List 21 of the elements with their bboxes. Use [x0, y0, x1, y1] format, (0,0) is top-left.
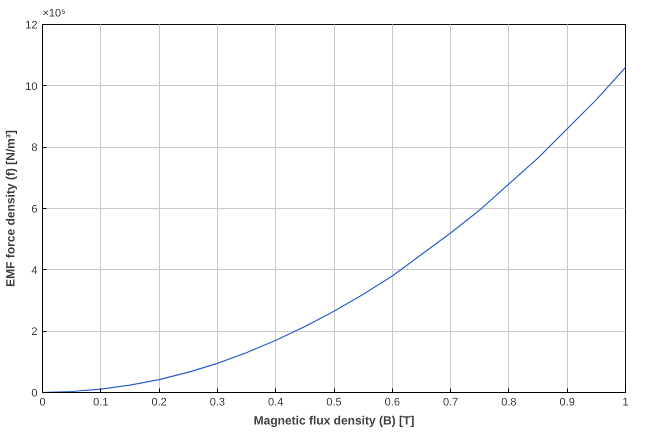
x-axis-title: Magnetic flux density (B) [T]	[254, 414, 414, 428]
x-tick-label: 0	[39, 396, 46, 408]
x-tick-label: 0.5	[326, 396, 342, 408]
text: ×10⁵	[42, 8, 66, 20]
x-tick-label: 0.1	[93, 396, 108, 408]
x-tick-label: 0.7	[442, 396, 458, 408]
y-tick-label: 6	[31, 204, 38, 216]
y-tick-label: 2	[31, 326, 38, 338]
y-tick-label: 4	[31, 264, 38, 277]
x-tick-label: 0.9	[560, 396, 575, 408]
x-tick-label: 0.2	[151, 396, 167, 408]
y-axis-title: EMF force density (f) [N/m³]	[3, 130, 18, 287]
x-tick-label: 0.8	[501, 396, 517, 408]
y-tick-label: 12	[25, 20, 38, 32]
x-tick-label: 1	[622, 396, 629, 408]
x-tick-label: 0.6	[384, 396, 400, 408]
x-tick-label: 0.4	[268, 396, 284, 408]
y-tick-label: 0	[31, 388, 38, 400]
x-tick-label: 0.3	[210, 396, 226, 408]
y-tick-label: 10	[25, 80, 38, 93]
y-tick-label: 8	[31, 142, 38, 154]
